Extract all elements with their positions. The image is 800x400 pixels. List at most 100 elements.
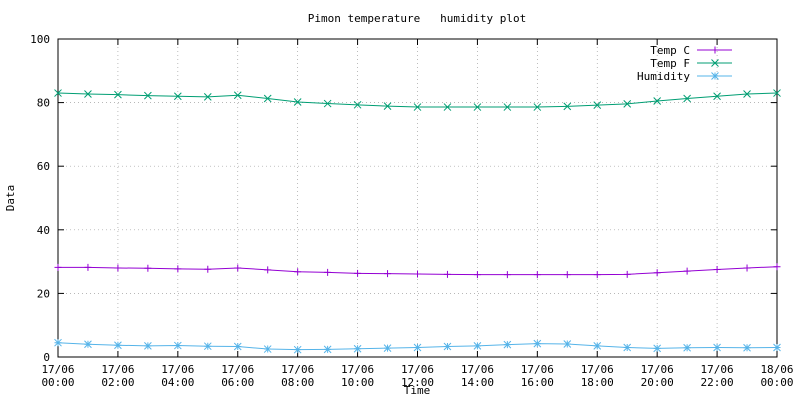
x-tick-label: 17/06 14:00 — [460, 363, 494, 389]
data-point — [294, 268, 302, 276]
data-point — [653, 269, 661, 277]
data-point — [713, 92, 721, 101]
data-point — [114, 264, 122, 272]
data-point — [173, 341, 182, 350]
data-point — [293, 345, 302, 354]
data-point — [713, 266, 721, 274]
x-tick-label: 17/06 02:00 — [101, 363, 135, 389]
data-point — [533, 103, 542, 111]
y-tick-label: 80 — [37, 97, 50, 110]
legend-label: Humidity — [637, 70, 690, 83]
data-point — [203, 342, 212, 351]
data-point — [443, 103, 452, 111]
data-point — [593, 342, 602, 350]
x-tick-label: 17/06 00:00 — [41, 363, 75, 389]
data-point — [353, 100, 362, 109]
data-point — [263, 94, 272, 103]
data-point — [413, 343, 422, 352]
data-point — [533, 271, 541, 279]
data-point — [503, 340, 512, 349]
data-point — [354, 269, 362, 277]
data-point — [54, 338, 62, 347]
x-axis-label: Time — [404, 384, 431, 397]
data-point — [773, 343, 781, 352]
data-point — [593, 271, 601, 279]
data-point — [144, 91, 152, 100]
data-point — [773, 89, 781, 97]
data-point — [174, 265, 182, 273]
data-point — [144, 264, 152, 272]
data-point — [443, 342, 452, 351]
y-tick-label: 20 — [37, 287, 50, 300]
chart-title: Pimon temperature humidity plot — [308, 12, 527, 25]
data-point — [383, 102, 392, 110]
x-tick-label: 17/06 22:00 — [700, 363, 734, 389]
legend-marker — [711, 46, 719, 54]
data-point — [324, 268, 332, 276]
data-point — [683, 343, 691, 352]
data-point — [653, 344, 662, 353]
data-point — [353, 344, 362, 353]
data-point — [114, 90, 122, 99]
legend-marker — [711, 72, 719, 80]
data-point — [533, 339, 542, 348]
data-point — [414, 270, 421, 278]
data-point — [54, 89, 62, 97]
legend-label: Temp C — [650, 44, 690, 57]
data-point — [473, 103, 482, 111]
data-point — [773, 263, 781, 271]
x-tick-label: 17/06 04:00 — [161, 363, 195, 389]
data-point — [323, 345, 332, 354]
y-tick-label: 0 — [43, 351, 50, 364]
x-tick-label: 17/06 10:00 — [341, 363, 375, 389]
x-tick-label: 17/06 12:00 — [400, 363, 435, 389]
y-tick-label: 60 — [37, 160, 50, 173]
data-point — [623, 270, 631, 278]
data-point — [443, 270, 451, 278]
y-tick-label: 40 — [37, 224, 50, 237]
data-point — [743, 343, 751, 352]
data-point — [503, 271, 511, 279]
data-point — [623, 343, 632, 352]
data-point — [264, 266, 272, 274]
data-point — [413, 103, 422, 111]
data-point — [173, 92, 182, 101]
data-point — [84, 263, 92, 271]
x-tick-label: 17/06 06:00 — [221, 363, 255, 389]
data-point — [384, 270, 392, 278]
data-point — [683, 267, 691, 275]
data-point — [563, 102, 572, 111]
data-point — [473, 342, 482, 350]
legend-marker — [711, 59, 719, 67]
x-tick-label: 17/06 18:00 — [580, 363, 614, 389]
data-point — [503, 103, 512, 111]
data-point — [84, 90, 92, 98]
x-tick-label: 18/06 00:00 — [760, 363, 794, 389]
x-tick-label: 17/06 08:00 — [281, 363, 315, 389]
data-point — [683, 94, 691, 103]
data-point — [623, 100, 632, 108]
data-point — [263, 345, 272, 353]
legend-label: Temp F — [650, 57, 690, 70]
y-tick-label: 100 — [30, 33, 50, 46]
x-tick-label: 17/06 20:00 — [640, 363, 674, 389]
data-point — [383, 344, 392, 352]
data-point — [563, 340, 572, 348]
data-point — [114, 341, 122, 350]
data-point — [743, 90, 751, 98]
data-point — [653, 97, 662, 105]
data-point — [323, 99, 332, 108]
data-point — [563, 271, 571, 279]
x-tick-label: 17/06 16:00 — [520, 363, 554, 389]
plot-frame — [57, 38, 778, 358]
data-point — [743, 264, 751, 272]
data-point — [144, 342, 152, 350]
data-point — [204, 265, 212, 273]
data-point — [234, 264, 242, 272]
data-point — [293, 98, 302, 106]
data-point — [233, 342, 242, 351]
data-point — [593, 101, 602, 109]
data-point — [233, 91, 242, 100]
